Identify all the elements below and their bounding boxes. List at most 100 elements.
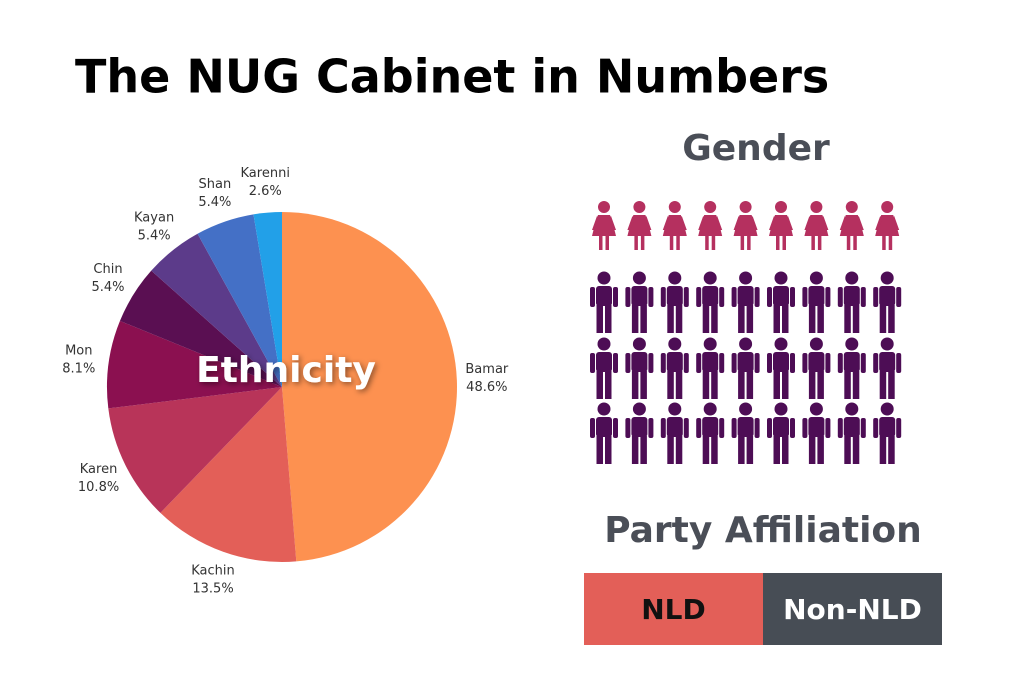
icon-arms bbox=[733, 216, 758, 230]
icon-arm bbox=[696, 287, 702, 307]
icon-leg bbox=[782, 371, 789, 399]
icon-arm bbox=[873, 353, 879, 373]
icon-arm bbox=[731, 287, 737, 307]
icon-arm bbox=[767, 287, 772, 307]
man-icon bbox=[873, 271, 902, 333]
icon-leg bbox=[811, 236, 815, 250]
icon-arms bbox=[839, 216, 864, 230]
icon-leg bbox=[599, 236, 603, 250]
man-icon bbox=[731, 337, 760, 399]
icon-leg bbox=[711, 236, 716, 250]
woman-icon bbox=[698, 201, 723, 250]
man-icon bbox=[837, 402, 866, 464]
icon-head bbox=[809, 337, 823, 351]
icon-head bbox=[668, 402, 682, 416]
icon-leg bbox=[738, 305, 745, 333]
slice-label: Shan bbox=[199, 177, 232, 192]
icon-head bbox=[774, 402, 788, 416]
man-icon bbox=[873, 337, 902, 399]
man-icon bbox=[590, 402, 618, 464]
icon-leg bbox=[746, 371, 754, 399]
icon-leg bbox=[596, 371, 603, 399]
icon-head bbox=[880, 271, 894, 285]
icon-leg bbox=[747, 236, 751, 250]
icon-body bbox=[879, 352, 896, 372]
icon-arm bbox=[660, 353, 666, 373]
man-icon bbox=[802, 271, 831, 333]
slice-value-label: 5.4% bbox=[91, 280, 124, 295]
icon-head bbox=[845, 402, 859, 416]
icon-arm bbox=[660, 418, 666, 438]
icon-head bbox=[775, 201, 787, 213]
icon-arms bbox=[698, 216, 723, 230]
icon-leg bbox=[844, 371, 851, 399]
icon-body bbox=[843, 286, 860, 306]
woman-icon bbox=[769, 201, 793, 250]
icon-head bbox=[704, 201, 717, 213]
icon-leg bbox=[852, 305, 860, 333]
icon-head bbox=[880, 337, 894, 351]
icon-leg bbox=[740, 236, 745, 250]
icon-arm bbox=[790, 353, 795, 373]
man-icon bbox=[625, 402, 654, 464]
icon-head bbox=[632, 271, 646, 285]
man-icon bbox=[590, 271, 618, 333]
pie-slice bbox=[197, 214, 282, 387]
bar-segment bbox=[584, 573, 763, 645]
icon-head bbox=[633, 201, 646, 213]
icon-body bbox=[808, 352, 825, 372]
icon-leg bbox=[605, 436, 612, 464]
icon-arms bbox=[875, 216, 900, 230]
icon-arms bbox=[804, 216, 829, 230]
icon-head bbox=[597, 271, 611, 285]
icon-leg bbox=[879, 371, 887, 399]
icon-head bbox=[632, 337, 646, 351]
icon-arm bbox=[873, 418, 879, 438]
man-icon bbox=[767, 402, 795, 464]
man-icon bbox=[660, 271, 689, 333]
icon-arm bbox=[767, 353, 772, 373]
icon-arm bbox=[754, 287, 760, 307]
icon-head bbox=[845, 271, 859, 285]
icon-arms bbox=[662, 216, 687, 230]
icon-head bbox=[668, 271, 682, 285]
icon-head bbox=[809, 271, 823, 285]
icon-arm bbox=[625, 353, 631, 373]
man-icon bbox=[731, 271, 760, 333]
man-icon bbox=[696, 402, 725, 464]
icon-leg bbox=[844, 436, 851, 464]
icon-head bbox=[668, 337, 682, 351]
icon-arm bbox=[719, 287, 725, 307]
icon-body bbox=[631, 417, 648, 437]
icon-body bbox=[737, 417, 754, 437]
pie-slice bbox=[119, 270, 282, 387]
icon-arm bbox=[719, 418, 725, 438]
icon-arm bbox=[648, 287, 654, 307]
section-title: Gender bbox=[682, 128, 830, 169]
icon-leg bbox=[808, 436, 816, 464]
icon-head bbox=[703, 402, 717, 416]
icon-head bbox=[739, 271, 753, 285]
icon-body bbox=[808, 286, 825, 306]
slice-value-label: 48.6% bbox=[466, 380, 507, 395]
slice-label: Mon bbox=[65, 343, 92, 358]
icon-leg bbox=[640, 236, 645, 250]
icon-leg bbox=[817, 236, 822, 250]
icon-arm bbox=[696, 418, 702, 438]
pie-slice bbox=[108, 387, 282, 513]
icon-leg bbox=[711, 371, 718, 399]
icon-leg bbox=[631, 371, 639, 399]
icon-leg bbox=[888, 236, 893, 250]
icon-arm bbox=[613, 287, 618, 307]
icon-leg bbox=[738, 436, 745, 464]
man-icon bbox=[590, 337, 618, 399]
icon-leg bbox=[852, 436, 860, 464]
icon-arm bbox=[754, 418, 760, 438]
icon-leg bbox=[888, 436, 895, 464]
icon-body bbox=[843, 417, 860, 437]
icon-body bbox=[879, 417, 896, 437]
icon-arm bbox=[802, 287, 808, 307]
icon-arm bbox=[648, 353, 654, 373]
pie-slice bbox=[282, 212, 457, 562]
man-icon bbox=[696, 271, 725, 333]
